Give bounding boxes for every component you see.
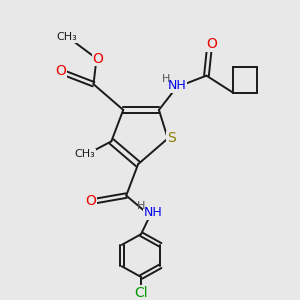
- Text: H: H: [162, 74, 170, 84]
- Text: O: O: [56, 64, 66, 78]
- Text: S: S: [167, 131, 176, 146]
- Text: CH₃: CH₃: [56, 32, 77, 42]
- Text: O: O: [92, 52, 104, 65]
- Text: Cl: Cl: [134, 286, 148, 300]
- Text: NH: NH: [144, 206, 162, 219]
- Text: NH: NH: [167, 79, 186, 92]
- Text: O: O: [206, 37, 217, 51]
- Text: CH₃: CH₃: [74, 149, 95, 159]
- Text: H: H: [137, 202, 145, 212]
- Text: O: O: [85, 194, 96, 208]
